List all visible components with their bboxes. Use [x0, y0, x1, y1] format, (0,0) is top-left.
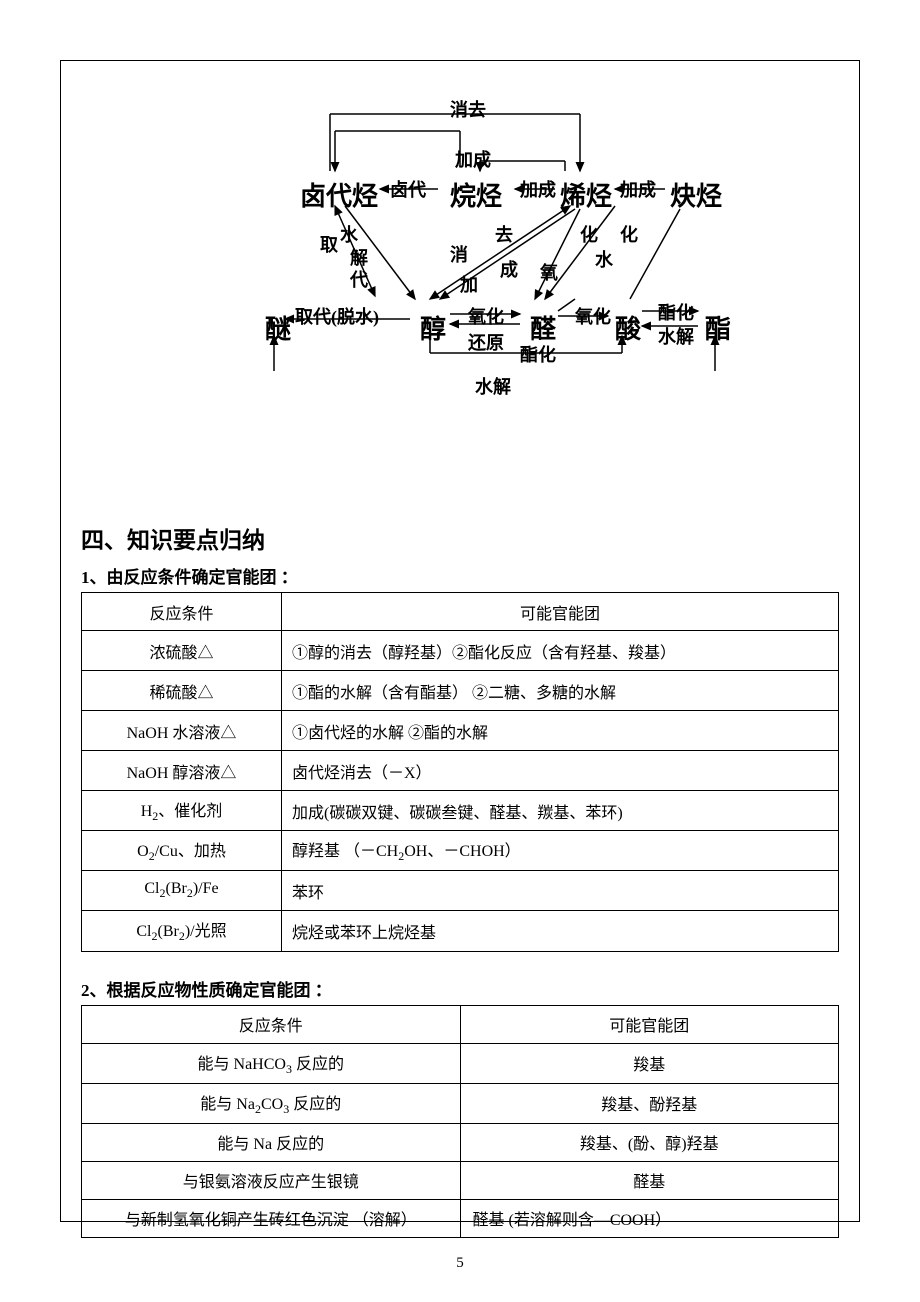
table-header-row: 反应条件 可能官能团 — [82, 593, 839, 631]
diagram-edge-label: 水解 — [658, 323, 694, 349]
th-group: 可能官能团 — [282, 593, 839, 631]
diagram-node-ether: 醚 — [265, 309, 291, 346]
diagram-edge-label: 代 — [350, 266, 368, 292]
cell-group: 卤代烃消去（－X） — [282, 751, 839, 791]
table-row: O2/Cu、加热醇羟基 （－CH2OH、－CHOH） — [82, 831, 839, 871]
diagram-arrows — [180, 81, 740, 371]
cell-group: 醛基 — [460, 1161, 839, 1199]
diagram-edge-label: 化 — [580, 221, 598, 247]
diagram-edge-label: 取代(脱水) — [295, 303, 379, 329]
diagram-edge-label: 消 — [450, 241, 468, 267]
diagram-edge-label: 去 — [495, 221, 513, 247]
diagram-edge-label: 成 — [500, 256, 518, 282]
cell-group: 烷烃或苯环上烷烃基 — [282, 911, 839, 951]
section-title: 四、知识要点归纳 — [81, 521, 839, 555]
page-frame: 卤代烃烷烃烯烃炔烃醚醇醛酸酯 消去加成卤代加成加成水解取代消去加成氧化水化取代(… — [60, 60, 860, 1222]
diagram-node-alkane: 烷烃 — [450, 176, 502, 213]
diagram-edge-label: 加成 — [455, 146, 491, 172]
page-number: 5 — [0, 1255, 920, 1272]
diagram-edge-label: 酯化 — [658, 299, 694, 325]
diagram-edge-label: 氧 — [540, 259, 558, 285]
table-header-row: 反应条件 可能官能团 — [82, 1005, 839, 1043]
cell-condition: 稀硫酸△ — [82, 671, 282, 711]
cell-condition: 与银氨溶液反应产生银镜 — [82, 1161, 461, 1199]
diagram-node-ester: 酯 — [705, 309, 731, 346]
table-reaction-conditions: 反应条件 可能官能团 浓硫酸△①醇的消去（醇羟基）②酯化反应（含有羟基、羧基）稀… — [81, 592, 839, 952]
table-row: H2、催化剂加成(碳碳双键、碳碳叁键、醛基、羰基、苯环) — [82, 791, 839, 831]
table-row: NaOH 水溶液△①卤代烃的水解 ②酯的水解 — [82, 711, 839, 751]
diagram-edge-label: 水 — [595, 246, 613, 272]
diagram-edge-label: 加 — [460, 271, 478, 297]
table-row: 能与 NaHCO3 反应的羧基 — [82, 1043, 839, 1083]
cell-group: 醛基 (若溶解则含—COOH） — [460, 1199, 839, 1237]
cell-condition: Cl2(Br2)/Fe — [82, 871, 282, 911]
table-row: 能与 Na2CO3 反应的羧基、酚羟基 — [82, 1083, 839, 1123]
table-row: 与新制氢氧化铜产生砖红色沉淀 （溶解）醛基 (若溶解则含—COOH） — [82, 1199, 839, 1237]
subsection-2-title: 2、根据反应物性质确定官能团 ： — [81, 976, 839, 1001]
diagram-node-alcohol: 醇 — [420, 309, 446, 346]
diagram-edge-label: 加成 — [620, 176, 656, 202]
diagram-node-alkyne: 炔烃 — [670, 176, 722, 213]
diagram-edge-label: 酯化 — [520, 341, 556, 367]
reaction-diagram: 卤代烃烷烃烯烃炔烃醚醇醛酸酯 消去加成卤代加成加成水解取代消去加成氧化水化取代(… — [180, 81, 740, 371]
cell-condition: NaOH 水溶液△ — [82, 711, 282, 751]
diagram-edge-label: 卤代 — [390, 176, 426, 202]
th-condition: 反应条件 — [82, 1005, 461, 1043]
cell-condition: H2、催化剂 — [82, 791, 282, 831]
cell-group: ①醇的消去（醇羟基）②酯化反应（含有羟基、羧基） — [282, 631, 839, 671]
cell-group: 苯环 — [282, 871, 839, 911]
table-row: Cl2(Br2)/光照烷烃或苯环上烷烃基 — [82, 911, 839, 951]
table-row: 能与 Na 反应的羧基、(酚、醇)羟基 — [82, 1123, 839, 1161]
cell-condition: 能与 Na 反应的 — [82, 1123, 461, 1161]
cell-condition: O2/Cu、加热 — [82, 831, 282, 871]
diagram-edge-label: 氧化 — [468, 303, 504, 329]
table-row: 浓硫酸△①醇的消去（醇羟基）②酯化反应（含有羟基、羧基） — [82, 631, 839, 671]
cell-condition: 能与 NaHCO3 反应的 — [82, 1043, 461, 1083]
diagram-edge-label: 水解 — [475, 373, 511, 399]
cell-group: 羧基 — [460, 1043, 839, 1083]
diagram-edge-label: 还原 — [468, 329, 504, 355]
cell-group: ①卤代烃的水解 ②酯的水解 — [282, 711, 839, 751]
table-reactant-properties: 反应条件 可能官能团 能与 NaHCO3 反应的羧基能与 Na2CO3 反应的羧… — [81, 1005, 839, 1238]
table-row: 与银氨溶液反应产生银镜醛基 — [82, 1161, 839, 1199]
diagram-edge-label: 氧化 — [575, 303, 611, 329]
cell-group: ①酯的水解（含有酯基） ②二糖、多糖的水解 — [282, 671, 839, 711]
cell-condition: NaOH 醇溶液△ — [82, 751, 282, 791]
subsection-1-title: 1、由反应条件确定官能团 ： — [81, 563, 839, 588]
diagram-edge-label: 加成 — [520, 176, 556, 202]
table-row: NaOH 醇溶液△卤代烃消去（－X） — [82, 751, 839, 791]
cell-group: 加成(碳碳双键、碳碳叁键、醛基、羰基、苯环) — [282, 791, 839, 831]
diagram-edge-label: 化 — [620, 221, 638, 247]
diagram-node-halo: 卤代烃 — [300, 176, 378, 213]
cell-group: 羧基、酚羟基 — [460, 1083, 839, 1123]
cell-group: 羧基、(酚、醇)羟基 — [460, 1123, 839, 1161]
table-row: 稀硫酸△①酯的水解（含有酯基） ②二糖、多糖的水解 — [82, 671, 839, 711]
th-condition: 反应条件 — [82, 593, 282, 631]
cell-condition: Cl2(Br2)/光照 — [82, 911, 282, 951]
cell-condition: 能与 Na2CO3 反应的 — [82, 1083, 461, 1123]
cell-condition: 浓硫酸△ — [82, 631, 282, 671]
diagram-node-acid: 酸 — [615, 309, 641, 346]
cell-group: 醇羟基 （－CH2OH、－CHOH） — [282, 831, 839, 871]
cell-condition: 与新制氢氧化铜产生砖红色沉淀 （溶解） — [82, 1199, 461, 1237]
diagram-edge-label: 取 — [320, 231, 338, 257]
th-group: 可能官能团 — [460, 1005, 839, 1043]
diagram-edge-label: 消去 — [450, 96, 486, 122]
table-row: Cl2(Br2)/Fe苯环 — [82, 871, 839, 911]
diagram-node-alkene: 烯烃 — [560, 176, 612, 213]
